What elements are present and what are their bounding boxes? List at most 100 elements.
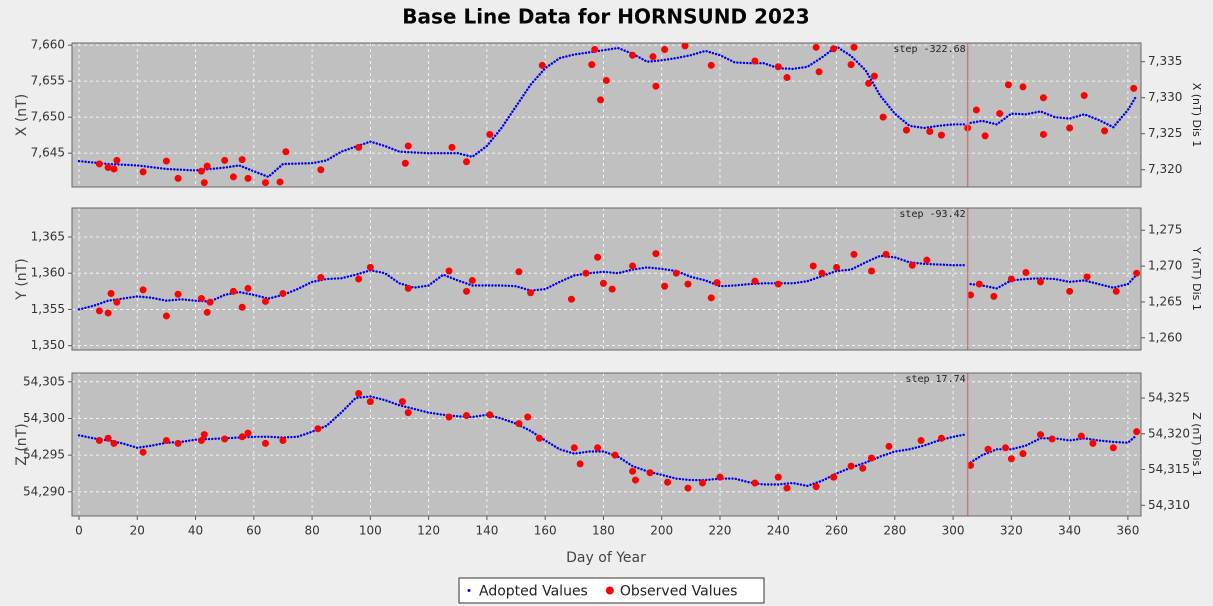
observed-point: [716, 473, 724, 481]
y2-axis-label: Y (nT) Dis 1: [1190, 246, 1203, 311]
y-tick-label: 1,365: [31, 229, 65, 243]
observed-point: [1080, 92, 1088, 100]
observed-point: [847, 462, 855, 470]
observed-point: [652, 250, 660, 258]
observed-point: [972, 106, 980, 114]
x-tick-label: 60: [246, 524, 261, 538]
plot-frame: [71, 372, 1142, 517]
observed-point: [588, 61, 596, 69]
observed-point: [1004, 81, 1012, 89]
observed-point: [602, 76, 610, 84]
observed-point: [984, 445, 992, 453]
y2-tick-label: 54,320: [1148, 426, 1190, 440]
y-tick-label: 1,355: [31, 302, 65, 316]
y-axis-label: Y (nT): [14, 258, 30, 300]
observed-point: [652, 82, 660, 90]
observed-point: [594, 253, 602, 261]
observed-point: [751, 57, 759, 65]
observed-point: [1101, 127, 1109, 135]
observed-point: [238, 156, 246, 164]
y-tick-label: 1,350: [31, 338, 65, 352]
y-tick-label: 54,300: [23, 411, 65, 425]
y2-axis-label: X (nT) Dis 1: [1190, 83, 1203, 148]
observed-point: [463, 287, 471, 295]
observed-point: [174, 174, 182, 182]
observed-point: [967, 291, 975, 299]
observed-point: [713, 279, 721, 287]
observed-point: [879, 113, 887, 121]
observed-point: [314, 425, 322, 433]
series-group: [77, 250, 1141, 320]
step-annotation: step -322.68: [893, 44, 965, 55]
y2-tick-label: 7,325: [1148, 126, 1182, 140]
observed-point: [317, 166, 325, 174]
observed-point: [1007, 455, 1015, 463]
observed-point: [355, 390, 363, 398]
observed-point: [597, 96, 605, 104]
observed-point: [774, 63, 782, 71]
observed-point: [1039, 94, 1047, 102]
observed-point: [1019, 83, 1027, 91]
observed-point: [830, 473, 838, 481]
y-axis-label: X (nT): [14, 94, 30, 136]
observed-point: [661, 282, 669, 290]
observed-point: [990, 292, 998, 300]
observed-point: [398, 398, 406, 406]
y2-tick-label: 7,320: [1148, 162, 1182, 176]
observed-point: [1066, 287, 1074, 295]
observed-point: [221, 435, 229, 443]
legend-label: Adopted Values: [479, 584, 588, 600]
observed-point: [107, 289, 115, 297]
x-axis-label: Day of Year: [566, 550, 646, 566]
legend-swatch: [605, 586, 614, 595]
observed-point: [967, 461, 975, 469]
observed-point: [401, 159, 409, 167]
observed-point: [699, 479, 707, 487]
y2-tick-label: 54,315: [1148, 462, 1190, 476]
observed-point: [576, 460, 584, 468]
plot-frame: [71, 42, 1142, 188]
observed-point: [139, 168, 147, 176]
observed-point: [830, 45, 838, 53]
observed-point: [200, 179, 208, 187]
observed-point: [279, 289, 287, 297]
observed-point: [707, 294, 715, 302]
observed-point: [486, 130, 494, 138]
observed-point: [908, 261, 916, 269]
series-group: [77, 390, 1141, 492]
observed-point: [608, 285, 616, 293]
x-tick-label: 220: [709, 524, 732, 538]
observed-point: [162, 157, 170, 165]
observed-point: [355, 143, 363, 151]
observed-point: [649, 53, 657, 61]
plot-area: [72, 43, 1141, 187]
observed-point: [996, 110, 1004, 118]
observed-point: [238, 433, 246, 441]
x-tick-label: 260: [825, 524, 848, 538]
x-tick-label: 180: [592, 524, 615, 538]
observed-point: [95, 307, 103, 315]
observed-point: [1066, 124, 1074, 132]
observed-point: [174, 439, 182, 447]
observed-point: [515, 420, 523, 428]
observed-point: [684, 484, 692, 492]
x-tick-label: 240: [767, 524, 790, 538]
observed-point: [902, 126, 910, 134]
observed-point: [261, 439, 269, 447]
observed-point: [104, 434, 112, 442]
observed-point: [174, 290, 182, 298]
observed-point: [599, 279, 607, 287]
y2-tick-label: 1,275: [1148, 223, 1182, 237]
observed-point: [468, 276, 476, 284]
observed-point: [1022, 268, 1030, 276]
x-tick-label: 20: [130, 524, 145, 538]
observed-point: [203, 308, 211, 316]
observed-point: [937, 131, 945, 139]
observed-point: [629, 467, 637, 475]
observed-point: [684, 280, 692, 288]
observed-point: [448, 143, 456, 151]
observed-point: [139, 286, 147, 294]
x-tick-label: 340: [1058, 524, 1081, 538]
legend-swatch: [467, 589, 471, 592]
y-tick-label: 1,360: [31, 266, 65, 280]
